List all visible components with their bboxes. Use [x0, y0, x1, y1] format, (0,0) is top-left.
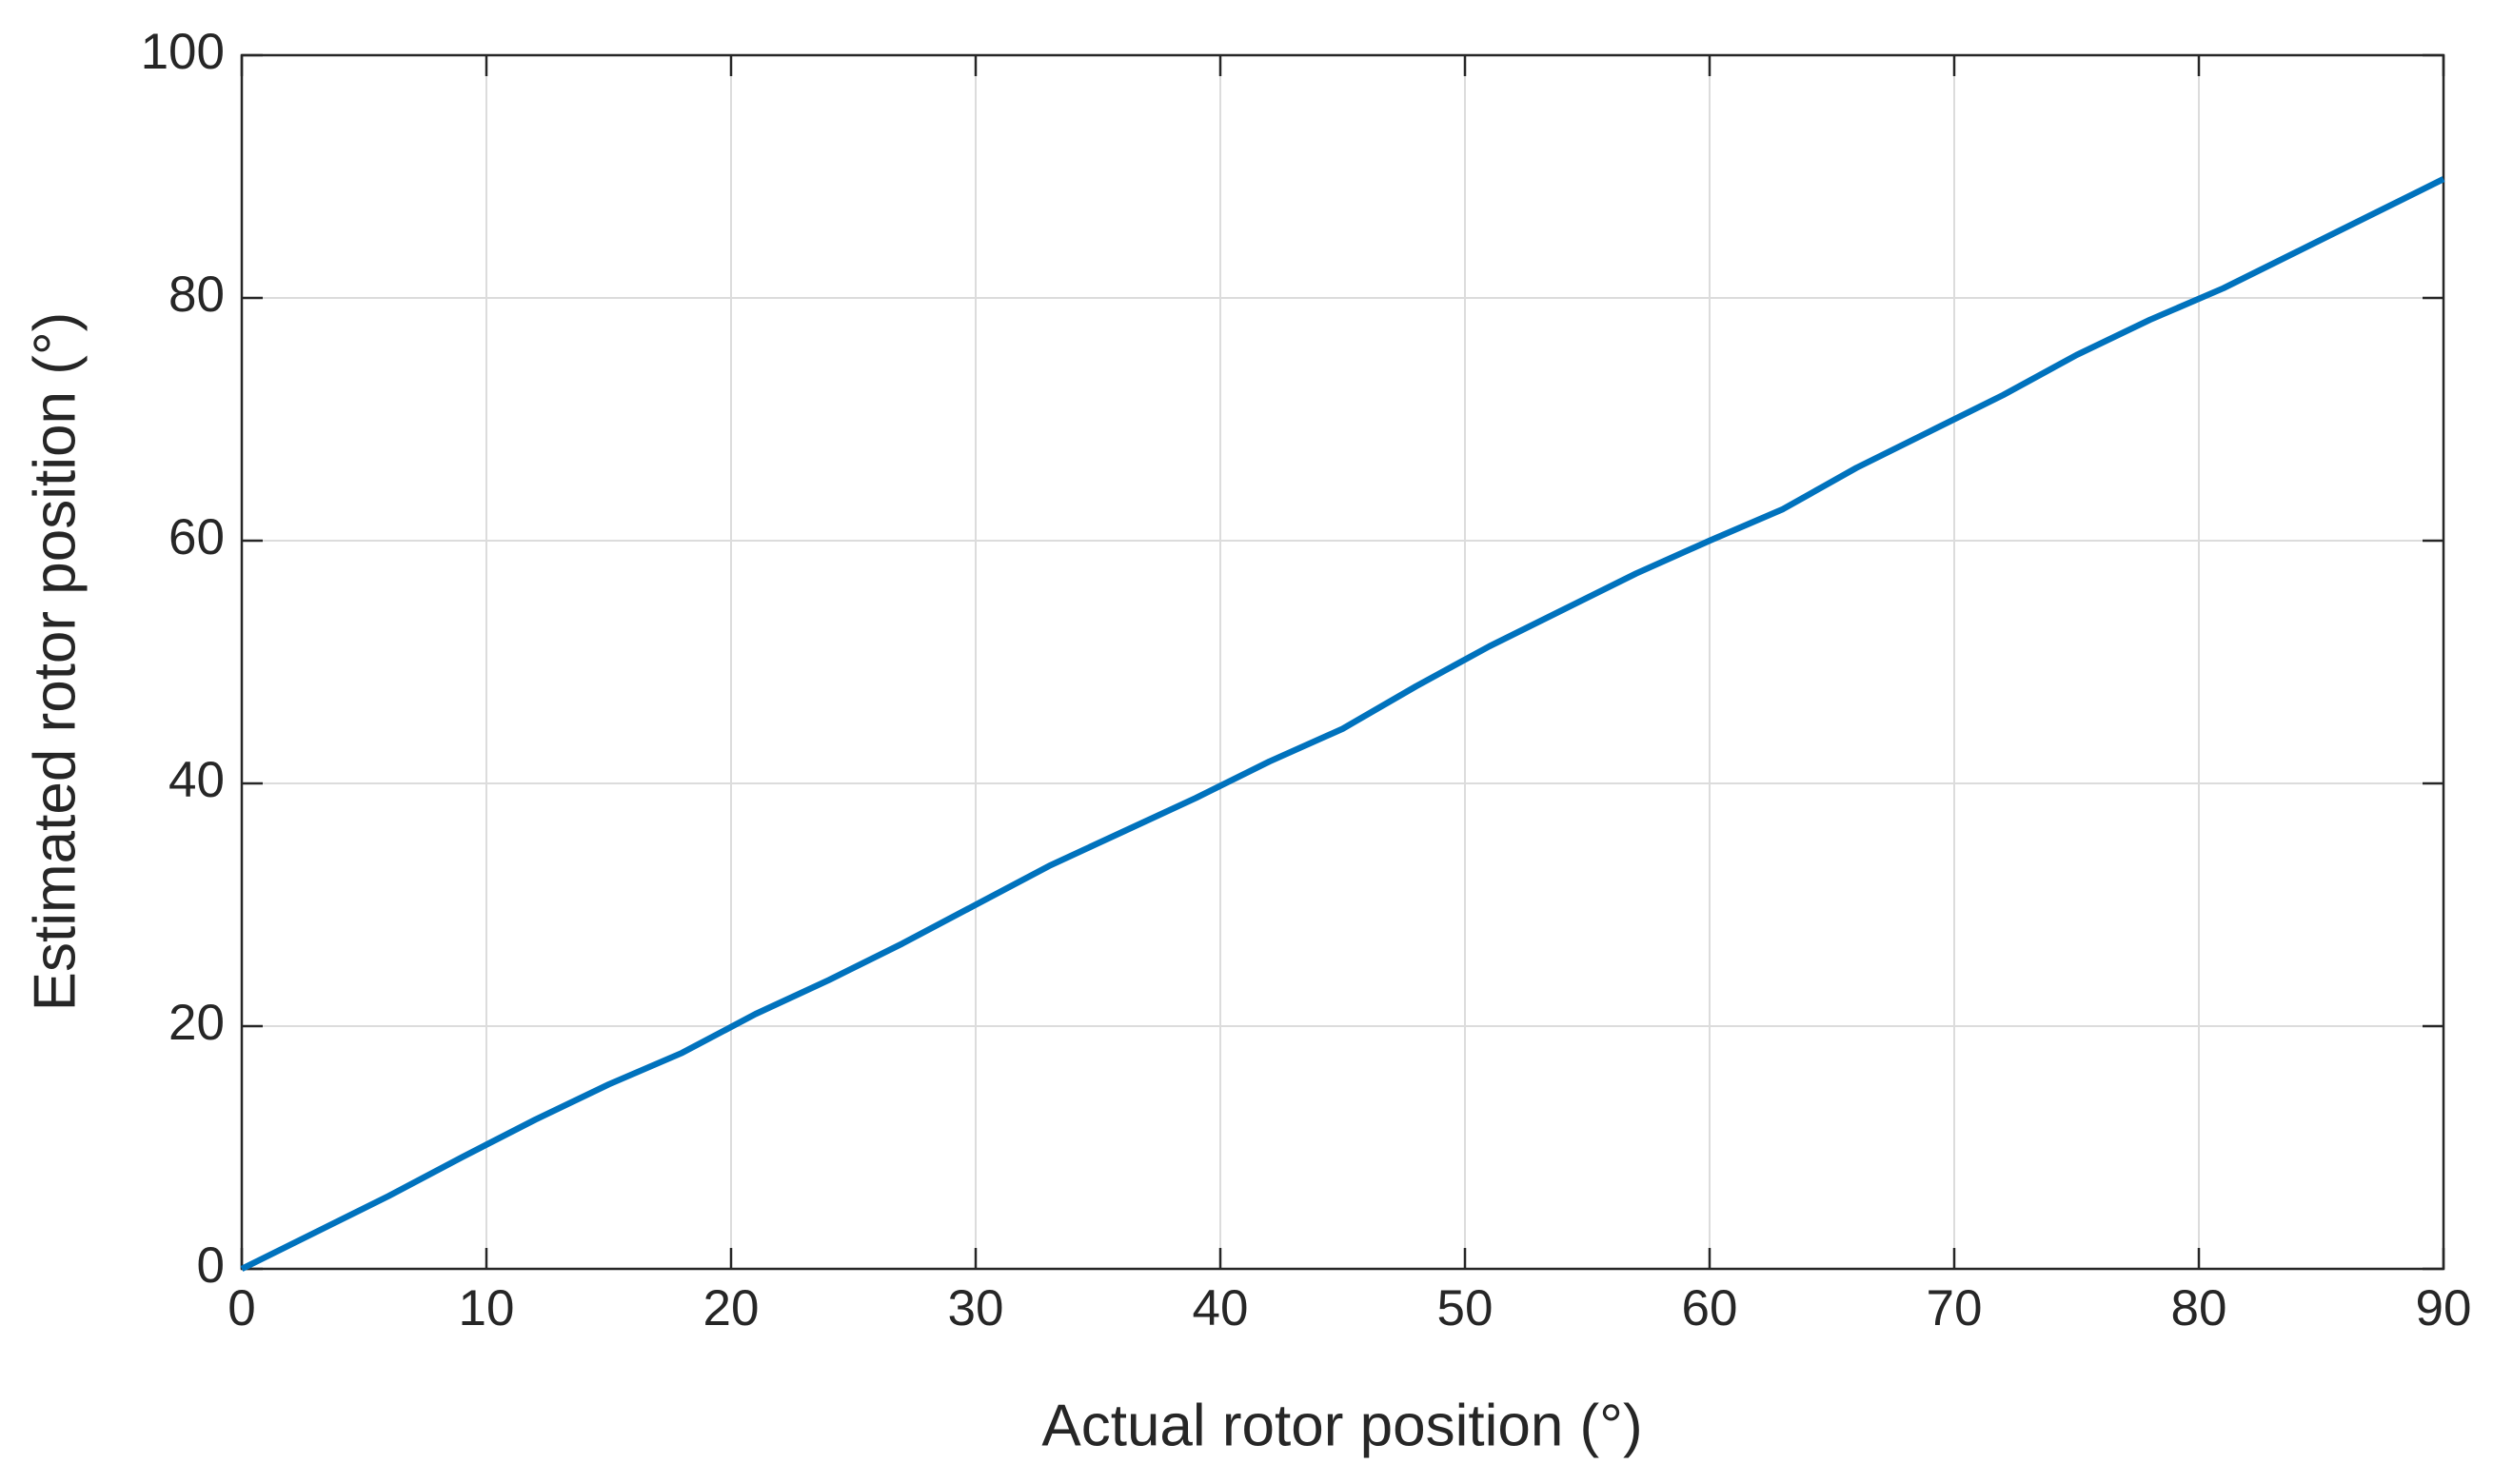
x-tick-label: 70 — [1927, 1280, 1983, 1336]
y-tick-label: 60 — [168, 509, 225, 565]
x-tick-label: 80 — [2171, 1280, 2227, 1336]
x-tick-label: 0 — [228, 1280, 255, 1336]
x-axis-label: Actual rotor position (°) — [1041, 1393, 1642, 1458]
x-tick-label: 30 — [948, 1280, 1004, 1336]
x-tick-label: 50 — [1437, 1280, 1494, 1336]
plot-frame — [240, 53, 2445, 1271]
x-tick-label: 60 — [1682, 1280, 1738, 1336]
y-tick-label: 80 — [168, 267, 225, 323]
x-tick-label: 40 — [1193, 1280, 1249, 1336]
x-tick-label: 10 — [459, 1280, 515, 1336]
y-tick-label: 100 — [141, 24, 225, 80]
y-tick-label: 20 — [168, 995, 225, 1051]
data-line — [240, 176, 2445, 1272]
y-axis-label: Estimated rotor position (°) — [22, 312, 88, 1012]
x-tick-label: 20 — [703, 1280, 760, 1336]
y-tick-label: 0 — [197, 1237, 225, 1294]
x-tick-label: 90 — [2416, 1280, 2472, 1336]
y-tick-label: 40 — [168, 752, 225, 808]
